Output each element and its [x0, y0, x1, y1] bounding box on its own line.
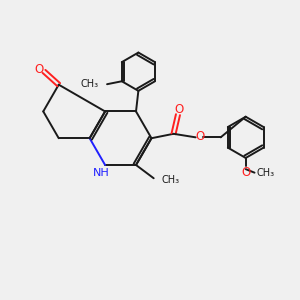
Text: CH₃: CH₃ — [81, 79, 99, 89]
Text: CH₃: CH₃ — [162, 175, 180, 185]
Text: O: O — [195, 130, 204, 143]
Text: O: O — [175, 103, 184, 116]
Text: CH₃: CH₃ — [257, 168, 275, 178]
Text: O: O — [241, 166, 250, 179]
Text: O: O — [34, 63, 43, 76]
Text: NH: NH — [93, 168, 110, 178]
